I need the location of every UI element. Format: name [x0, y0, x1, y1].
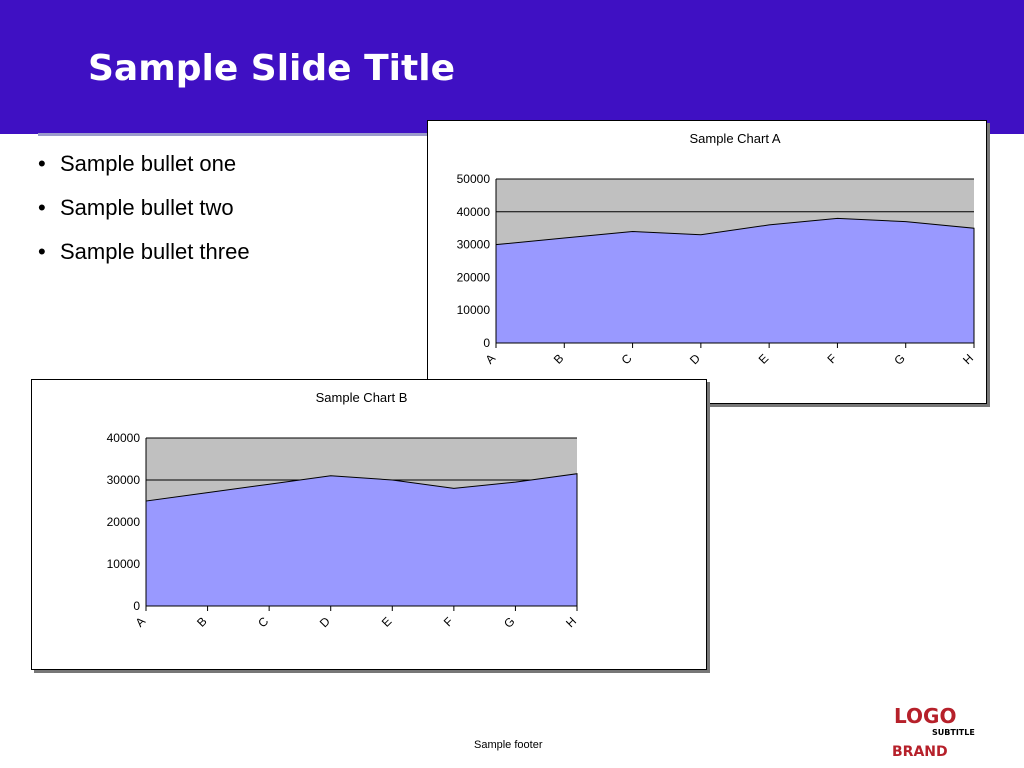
x-tick-label: D: [687, 351, 703, 367]
bullet-list: Sample bullet one Sample bullet two Samp…: [38, 150, 418, 282]
chart-a-svg: Sample Chart A 0 10000 20000 30000 40000 50000…: [457, 131, 976, 368]
bullet-item: Sample bullet three: [38, 238, 418, 266]
footer-copy: Sample footer: [474, 739, 543, 751]
logo-main: LOGO: [894, 704, 957, 728]
x-tick-label: C: [619, 351, 635, 367]
series-area: [145, 473, 578, 607]
chart-title: Sample Chart B: [316, 390, 408, 405]
y-tick-label: 50000: [457, 172, 491, 186]
y-tick-label: 40000: [457, 205, 491, 219]
y-tick-label: 40000: [107, 431, 141, 445]
y-tick-label: 0: [133, 599, 140, 613]
x-tick-label: A: [483, 351, 499, 367]
y-tick-label: 30000: [457, 238, 491, 252]
x-tick-label: D: [317, 614, 333, 630]
x-tick-label: H: [960, 351, 976, 367]
x-tick-label: F: [441, 614, 456, 629]
chart-b-svg: Sample Chart B 0 10000 20000 30000 40000 A B C D E…: [107, 390, 579, 631]
x-tick-label: A: [133, 614, 149, 630]
x-tick-label: H: [563, 614, 579, 630]
y-tick-label: 10000: [107, 557, 141, 571]
logo-sub: SUBTITLE: [932, 728, 975, 737]
header-band: [0, 0, 1024, 134]
title-underline: [38, 133, 430, 136]
chart-title: Sample Chart A: [689, 131, 780, 146]
x-tick-label: C: [255, 614, 271, 630]
x-tick-label: B: [194, 614, 210, 630]
y-tick-label: 30000: [107, 473, 141, 487]
x-tick-label: G: [501, 614, 518, 631]
x-tick-label: G: [891, 351, 908, 368]
y-tick-label: 20000: [457, 270, 491, 284]
x-tick-label: E: [756, 351, 772, 367]
y-tick-label: 10000: [457, 303, 491, 317]
y-tick-label: 20000: [107, 515, 141, 529]
chart-a: Sample Chart A 0 10000 20000 30000 40000 50000…: [427, 120, 987, 404]
x-tick-label: E: [379, 614, 395, 630]
y-tick-label: 0: [483, 336, 490, 350]
bullet-item: Sample bullet one: [38, 150, 418, 178]
slide-title: Sample Slide Title: [88, 48, 455, 89]
chart-b: Sample Chart B 0 10000 20000 30000 40000 A B C D E…: [31, 379, 707, 670]
x-tick-label: B: [551, 351, 567, 367]
logo-billing: BRAND: [892, 744, 948, 760]
x-tick-label: F: [824, 351, 839, 366]
series-area: [495, 217, 975, 344]
bullet-item: Sample bullet two: [38, 194, 418, 222]
